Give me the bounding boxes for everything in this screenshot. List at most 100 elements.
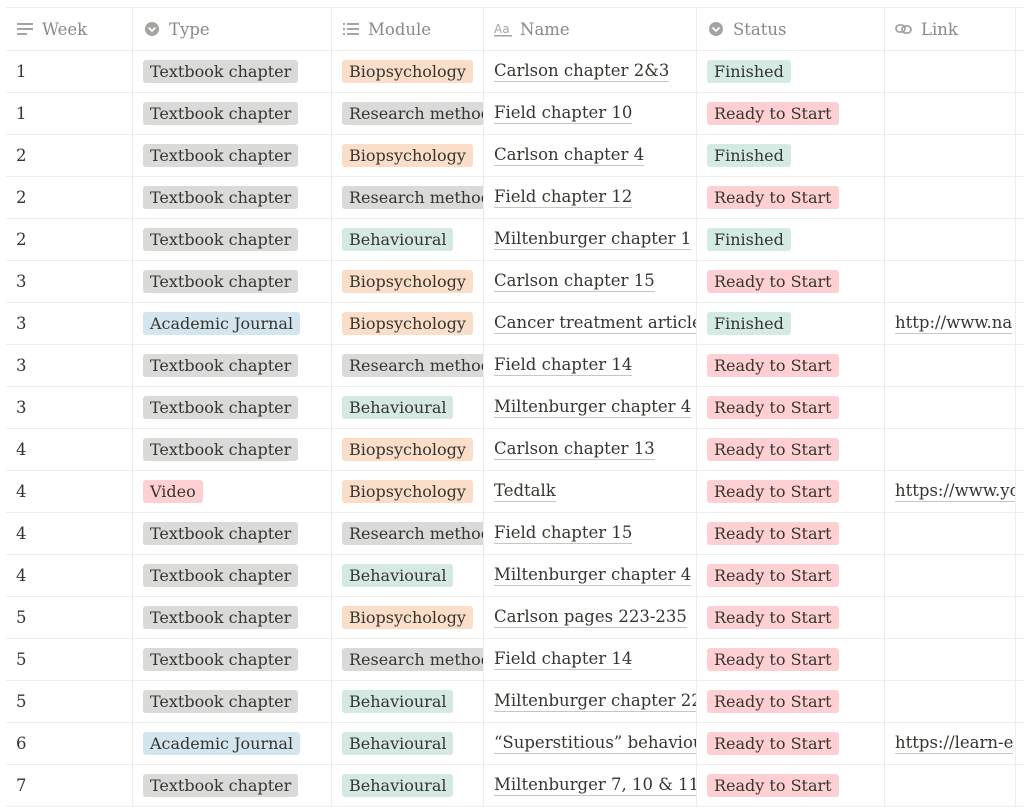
status-cell[interactable]: Ready to Start: [697, 513, 885, 554]
status-cell[interactable]: Ready to Start: [697, 681, 885, 722]
status-cell[interactable]: Ready to Start: [697, 639, 885, 680]
link-cell[interactable]: [885, 177, 1016, 218]
week-cell[interactable]: 5: [6, 681, 133, 722]
column-header-name[interactable]: Aa Name: [484, 8, 697, 50]
table-row[interactable]: 4 Video Biopsychology Tedtalk Ready to Start…: [6, 471, 1024, 513]
status-cell[interactable]: Ready to Start: [697, 387, 885, 428]
url-link[interactable]: http://www.na: [895, 313, 1013, 334]
type-cell[interactable]: Textbook chapter: [133, 177, 332, 218]
week-cell[interactable]: 3: [6, 345, 133, 386]
name-cell[interactable]: Carlson chapter 4: [484, 135, 697, 176]
page-title-link[interactable]: Carlson chapter 4: [494, 145, 645, 166]
link-cell[interactable]: [885, 93, 1016, 134]
type-cell[interactable]: Textbook chapter: [133, 765, 332, 806]
link-cell[interactable]: [885, 765, 1016, 806]
week-cell[interactable]: 6: [6, 723, 133, 764]
link-cell[interactable]: https://learn-e: [885, 723, 1016, 764]
table-row[interactable]: 6 Academic Journal Behavioural “Superstitio…: [6, 723, 1024, 765]
week-cell[interactable]: 1: [6, 93, 133, 134]
type-cell[interactable]: Academic Journal: [133, 723, 332, 764]
table-row[interactable]: 3 Textbook chapter Behavioural Miltenburger…: [6, 387, 1024, 429]
module-cell[interactable]: Research method: [332, 513, 484, 554]
column-header-link[interactable]: Link: [885, 8, 1016, 50]
column-header-status[interactable]: Status: [697, 8, 885, 50]
page-title-link[interactable]: Carlson chapter 13: [494, 439, 655, 460]
name-cell[interactable]: Field chapter 10: [484, 93, 697, 134]
link-cell[interactable]: [885, 681, 1016, 722]
page-title-link[interactable]: Carlson chapter 15: [494, 271, 655, 292]
type-cell[interactable]: Textbook chapter: [133, 261, 332, 302]
table-row[interactable]: 3 Academic Journal Biopsychology Cancer tre…: [6, 303, 1024, 345]
module-cell[interactable]: Biopsychology: [332, 303, 484, 344]
page-title-link[interactable]: Field chapter 10: [494, 103, 633, 124]
module-cell[interactable]: Behavioural: [332, 387, 484, 428]
week-cell[interactable]: 2: [6, 177, 133, 218]
status-cell[interactable]: Ready to Start: [697, 261, 885, 302]
module-cell[interactable]: Research method: [332, 639, 484, 680]
status-cell[interactable]: Ready to Start: [697, 597, 885, 638]
link-cell[interactable]: [885, 345, 1016, 386]
week-cell[interactable]: 3: [6, 303, 133, 344]
type-cell[interactable]: Textbook chapter: [133, 51, 332, 92]
type-cell[interactable]: Textbook chapter: [133, 597, 332, 638]
table-row[interactable]: 4 Textbook chapter Biopsychology Carlson ch…: [6, 429, 1024, 471]
url-link[interactable]: https://learn-e: [895, 733, 1014, 754]
table-row[interactable]: 2 Textbook chapter Biopsychology Carlson ch…: [6, 135, 1024, 177]
name-cell[interactable]: Miltenburger chapter 1: [484, 219, 697, 260]
status-cell[interactable]: Finished: [697, 135, 885, 176]
table-row[interactable]: 4 Textbook chapter Research method Field ch…: [6, 513, 1024, 555]
page-title-link[interactable]: Miltenburger chapter 4: [494, 565, 692, 586]
week-cell[interactable]: 5: [6, 597, 133, 638]
link-cell[interactable]: [885, 387, 1016, 428]
name-cell[interactable]: Miltenburger 7, 10 & 11: [484, 765, 697, 806]
module-cell[interactable]: Behavioural: [332, 723, 484, 764]
table-row[interactable]: 4 Textbook chapter Behavioural Miltenburger…: [6, 555, 1024, 597]
page-title-link[interactable]: Miltenburger 7, 10 & 11: [494, 775, 696, 796]
column-header-week[interactable]: Week: [6, 8, 133, 50]
link-cell[interactable]: [885, 51, 1016, 92]
status-cell[interactable]: Ready to Start: [697, 345, 885, 386]
week-cell[interactable]: 3: [6, 387, 133, 428]
page-title-link[interactable]: Field chapter 12: [494, 187, 633, 208]
type-cell[interactable]: Textbook chapter: [133, 219, 332, 260]
type-cell[interactable]: Textbook chapter: [133, 429, 332, 470]
table-row[interactable]: 2 Textbook chapter Research method Field ch…: [6, 177, 1024, 219]
module-cell[interactable]: Biopsychology: [332, 429, 484, 470]
link-cell[interactable]: https://www.yo: [885, 471, 1016, 512]
name-cell[interactable]: Carlson chapter 15: [484, 261, 697, 302]
name-cell[interactable]: Carlson pages 223-235: [484, 597, 697, 638]
week-cell[interactable]: 4: [6, 555, 133, 596]
type-cell[interactable]: Textbook chapter: [133, 555, 332, 596]
table-row[interactable]: 2 Textbook chapter Behavioural Miltenburger…: [6, 219, 1024, 261]
status-cell[interactable]: Ready to Start: [697, 765, 885, 806]
module-cell[interactable]: Biopsychology: [332, 135, 484, 176]
type-cell[interactable]: Academic Journal: [133, 303, 332, 344]
table-row[interactable]: 5 Textbook chapter Behavioural Miltenburger…: [6, 681, 1024, 723]
week-cell[interactable]: 4: [6, 513, 133, 554]
page-title-link[interactable]: Miltenburger chapter 22: [494, 691, 696, 712]
type-cell[interactable]: Textbook chapter: [133, 513, 332, 554]
table-row[interactable]: 1 Textbook chapter Biopsychology Carlson ch…: [6, 51, 1024, 93]
module-cell[interactable]: Biopsychology: [332, 261, 484, 302]
name-cell[interactable]: Cancer treatment article: [484, 303, 697, 344]
module-cell[interactable]: Biopsychology: [332, 51, 484, 92]
week-cell[interactable]: 5: [6, 639, 133, 680]
name-cell[interactable]: Carlson chapter 13: [484, 429, 697, 470]
type-cell[interactable]: Textbook chapter: [133, 681, 332, 722]
table-row[interactable]: 3 Textbook chapter Biopsychology Carlson ch…: [6, 261, 1024, 303]
week-cell[interactable]: 2: [6, 135, 133, 176]
name-cell[interactable]: Miltenburger chapter 4: [484, 387, 697, 428]
status-cell[interactable]: Finished: [697, 51, 885, 92]
name-cell[interactable]: Tedtalk: [484, 471, 697, 512]
table-row[interactable]: 3 Textbook chapter Research method Field ch…: [6, 345, 1024, 387]
module-cell[interactable]: Biopsychology: [332, 597, 484, 638]
page-title-link[interactable]: Miltenburger chapter 4: [494, 397, 692, 418]
status-cell[interactable]: Ready to Start: [697, 177, 885, 218]
type-cell[interactable]: Textbook chapter: [133, 639, 332, 680]
week-cell[interactable]: 7: [6, 765, 133, 806]
page-title-link[interactable]: “Superstitious” behaviour: [494, 733, 696, 754]
name-cell[interactable]: Miltenburger chapter 22: [484, 681, 697, 722]
table-row[interactable]: 5 Textbook chapter Research method Field ch…: [6, 639, 1024, 681]
table-row[interactable]: 1 Textbook chapter Research method Field ch…: [6, 93, 1024, 135]
page-title-link[interactable]: Tedtalk: [494, 481, 556, 502]
